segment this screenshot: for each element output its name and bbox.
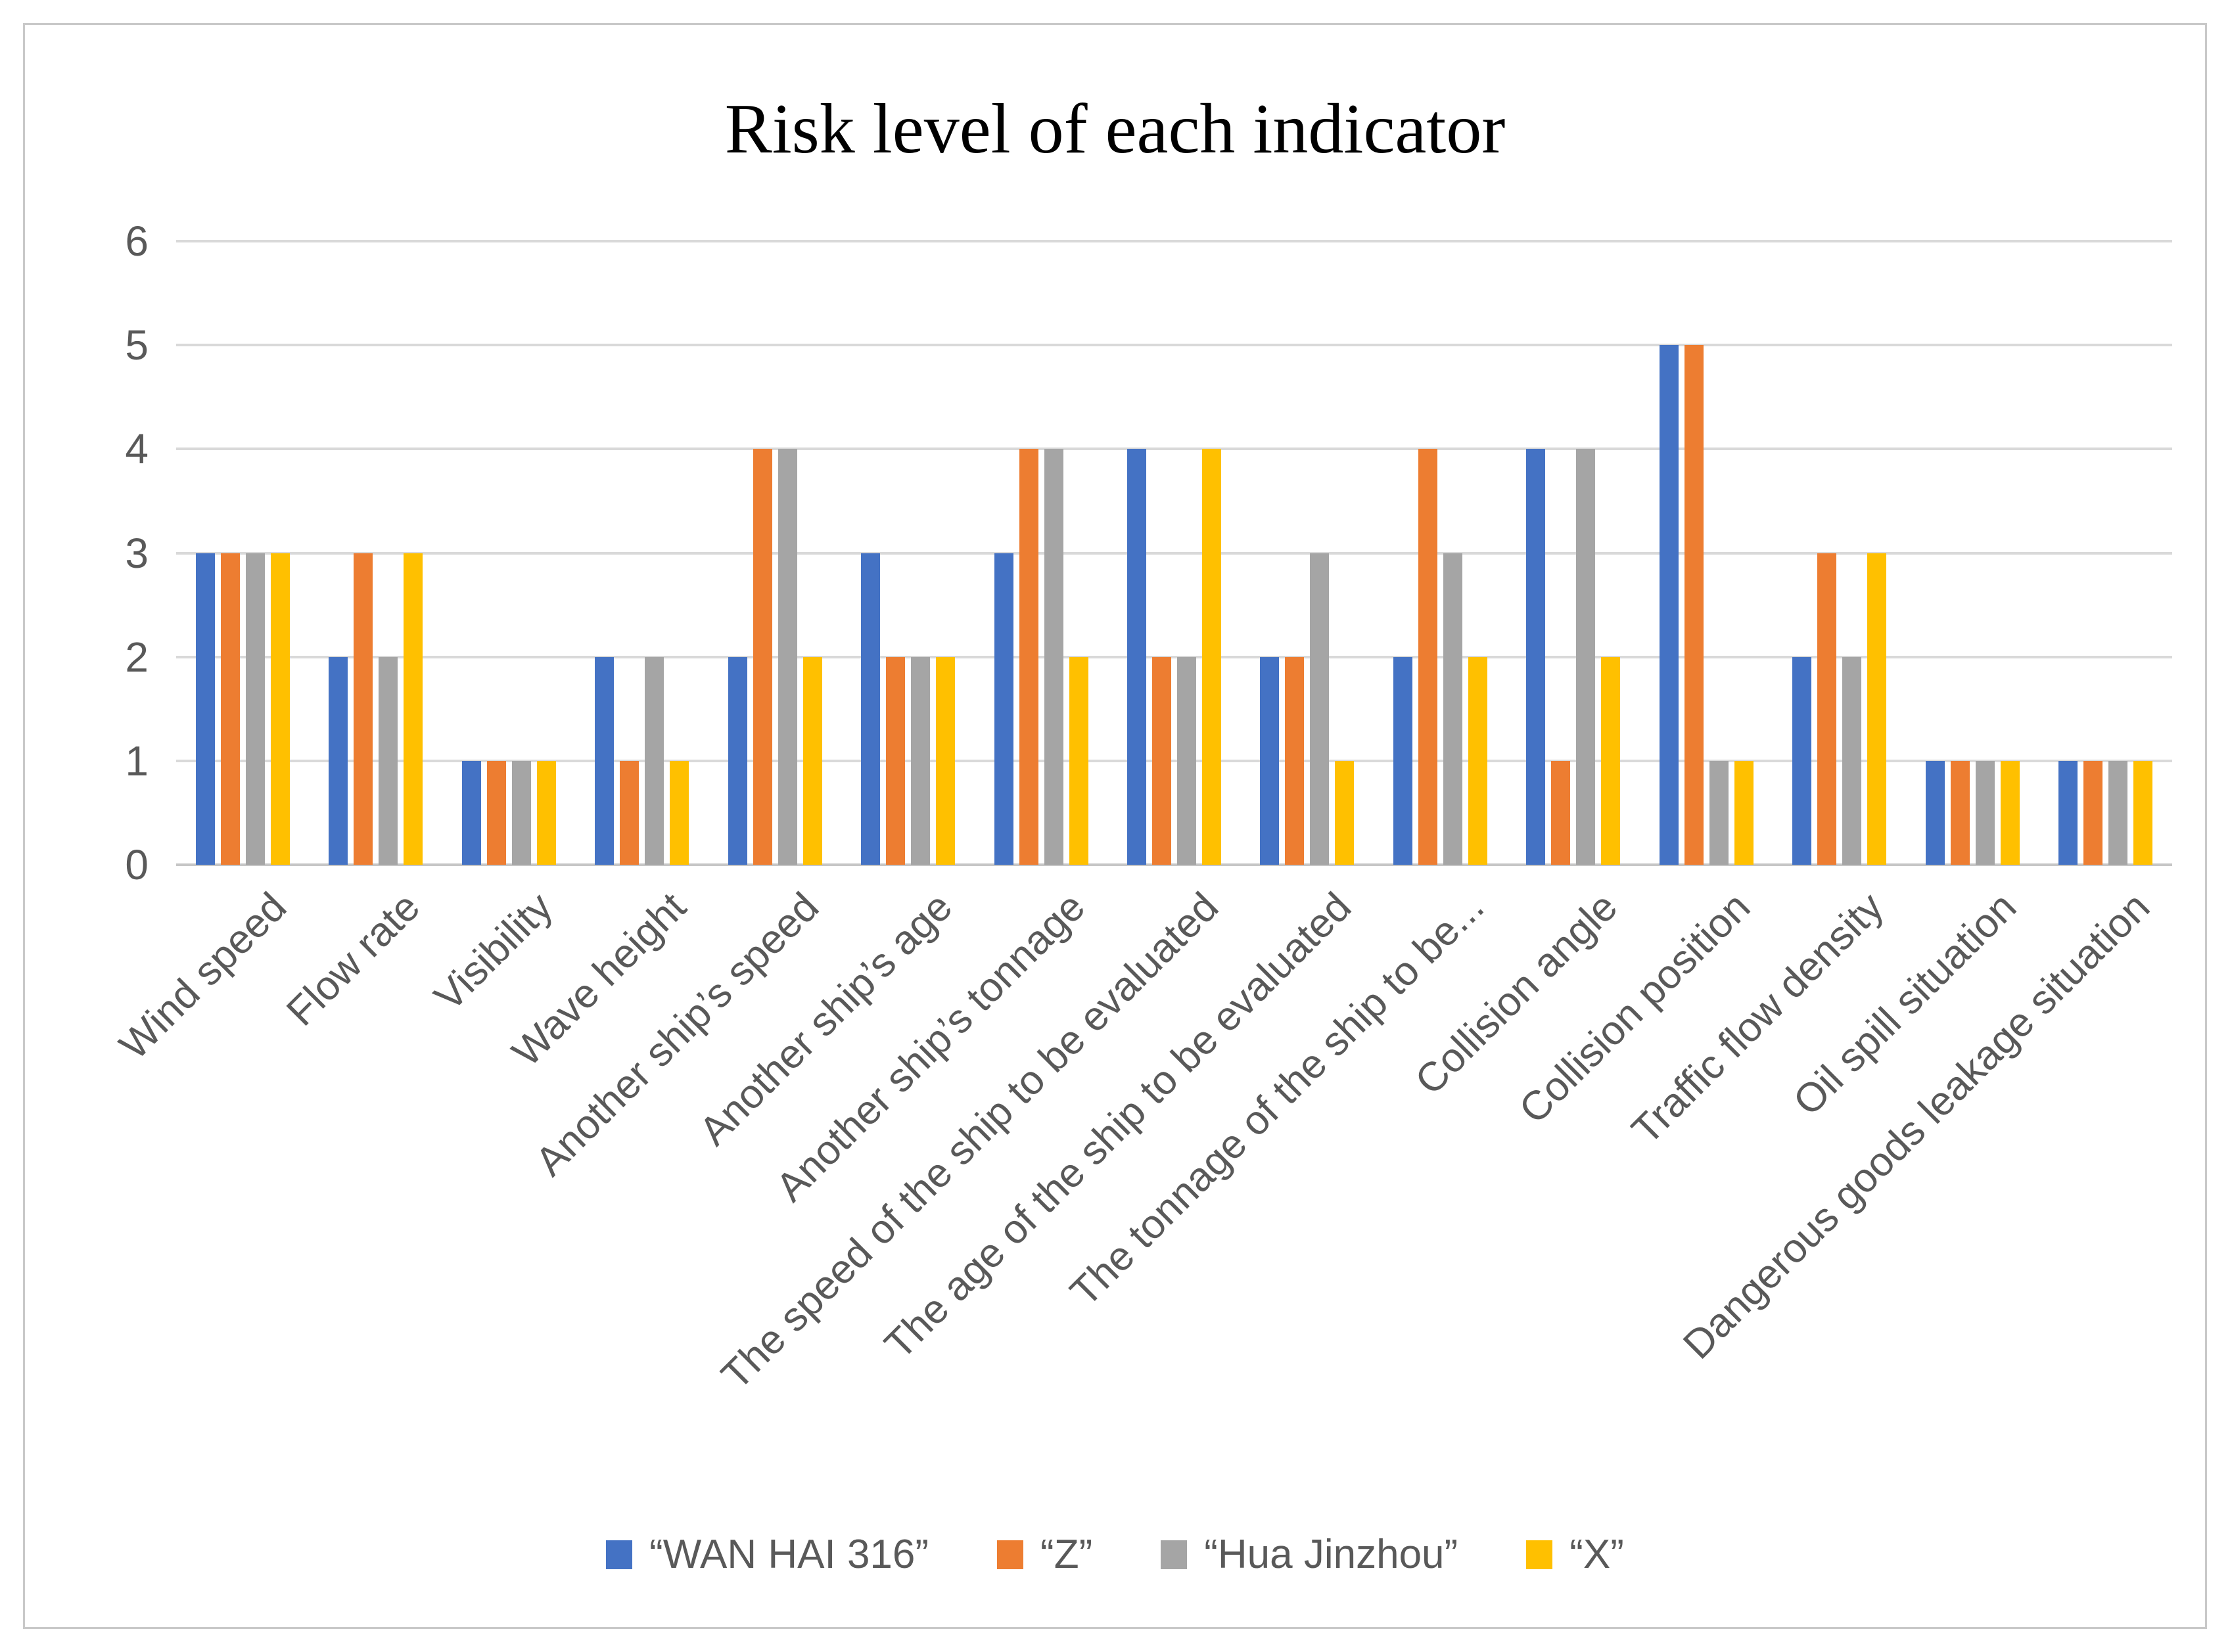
legend-label-3: “Hua Jinzhou”: [1204, 1532, 1458, 1577]
bar-series1-cat3: [461, 760, 481, 865]
legend-item-4: “X”: [1526, 1531, 1624, 1578]
chart-title: Risk level of each indicator: [724, 90, 1506, 168]
bar-series2-cat13: [1817, 553, 1837, 865]
gridline-1: [176, 759, 2172, 762]
bar-series1-cat13: [1792, 656, 1812, 865]
legend-label-1: “WAN HAI 316”: [649, 1532, 929, 1577]
bar-series1-cat10: [1393, 656, 1412, 865]
bar-series1-cat11: [1526, 449, 1546, 865]
bar-series3-cat6: [911, 656, 931, 865]
bar-series4-cat4: [670, 760, 689, 865]
legend-label-4: “X”: [1569, 1532, 1624, 1577]
y-tick-label-4: 4: [125, 425, 149, 473]
bar-series3-cat2: [379, 656, 398, 865]
y-tick-label-6: 6: [125, 218, 149, 265]
bar-series4-cat6: [936, 656, 956, 865]
legend: “WAN HAI 316” “Z” “Hua Jinzhou” “X”: [0, 1531, 2230, 1578]
legend-item-1: “WAN HAI 316”: [606, 1531, 929, 1578]
bar-series4-cat7: [1069, 656, 1088, 865]
y-tick-label-2: 2: [125, 633, 149, 681]
gridline-4: [176, 447, 2172, 451]
bar-series4-cat3: [536, 760, 556, 865]
bar-series2-cat7: [1019, 449, 1038, 865]
gridline-2: [176, 655, 2172, 658]
bar-series1-cat4: [595, 656, 615, 865]
bar-series1-cat12: [1659, 345, 1679, 865]
bar-series4-cat14: [2000, 760, 2020, 865]
bar-series4-cat8: [1202, 449, 1221, 865]
bar-series2-cat5: [753, 449, 772, 865]
legend-marker-2: [997, 1540, 1024, 1569]
bar-series3-cat1: [245, 553, 265, 865]
bar-series1-cat5: [728, 656, 747, 865]
bar-series3-cat7: [1044, 449, 1063, 865]
bar-series1-cat1: [195, 553, 215, 865]
gridline-3: [176, 551, 2172, 555]
bar-series3-cat13: [1842, 656, 1862, 865]
legend-marker-4: [1526, 1540, 1553, 1569]
bar-series2-cat3: [486, 760, 506, 865]
bar-series3-cat8: [1177, 656, 1196, 865]
bar-series2-cat1: [220, 553, 240, 865]
bar-series1-cat2: [329, 656, 348, 865]
bar-series3-cat15: [2108, 760, 2128, 865]
bar-series3-cat5: [778, 449, 797, 865]
bar-series1-cat9: [1260, 656, 1280, 865]
bar-series3-cat14: [1975, 760, 1995, 865]
bar-series2-cat9: [1285, 656, 1305, 865]
gridline-6: [176, 240, 2172, 242]
bar-series4-cat2: [404, 553, 423, 865]
bar-series1-cat8: [1127, 449, 1146, 865]
bar-series4-cat10: [1468, 656, 1487, 865]
bar-series4-cat12: [1734, 760, 1754, 865]
bar-series1-cat7: [994, 553, 1013, 865]
bar-series3-cat9: [1310, 553, 1330, 865]
bar-series1-cat6: [861, 553, 881, 865]
bar-series2-cat15: [2083, 760, 2103, 865]
bar-series2-cat6: [886, 656, 906, 865]
bar-series2-cat12: [1684, 345, 1704, 865]
bar-series2-cat11: [1551, 760, 1571, 865]
bar-series4-cat9: [1335, 760, 1355, 865]
y-tick-label-0: 0: [125, 841, 149, 888]
legend-marker-1: [606, 1540, 633, 1569]
y-tick-label-5: 5: [125, 321, 149, 369]
bar-series4-cat1: [270, 553, 290, 865]
x-axis-line: [176, 863, 2172, 866]
bar-series3-cat4: [645, 656, 664, 865]
bar-series3-cat3: [511, 760, 531, 865]
bar-series3-cat11: [1576, 449, 1596, 865]
bar-series4-cat15: [2133, 760, 2153, 865]
legend-item-2: “Z”: [997, 1531, 1092, 1578]
y-tick-label-1: 1: [125, 737, 149, 785]
bar-series1-cat14: [1925, 760, 1945, 865]
bar-series3-cat12: [1709, 760, 1729, 865]
bar-series2-cat14: [1950, 760, 1970, 865]
bar-series2-cat8: [1152, 656, 1171, 865]
y-tick-label-3: 3: [125, 529, 149, 577]
bar-series3-cat10: [1443, 553, 1462, 865]
legend-marker-3: [1161, 1540, 1188, 1569]
legend-item-3: “Hua Jinzhou”: [1161, 1531, 1458, 1578]
bar-series4-cat5: [802, 656, 822, 865]
bar-series2-cat10: [1418, 449, 1437, 865]
bar-series2-cat2: [354, 553, 373, 865]
bar-series2-cat4: [620, 760, 639, 865]
bar-series4-cat11: [1601, 656, 1621, 865]
gridline-5: [176, 344, 2172, 347]
bar-series4-cat13: [1867, 553, 1887, 865]
bar-series1-cat15: [2058, 760, 2078, 865]
legend-label-2: “Z”: [1040, 1532, 1093, 1577]
